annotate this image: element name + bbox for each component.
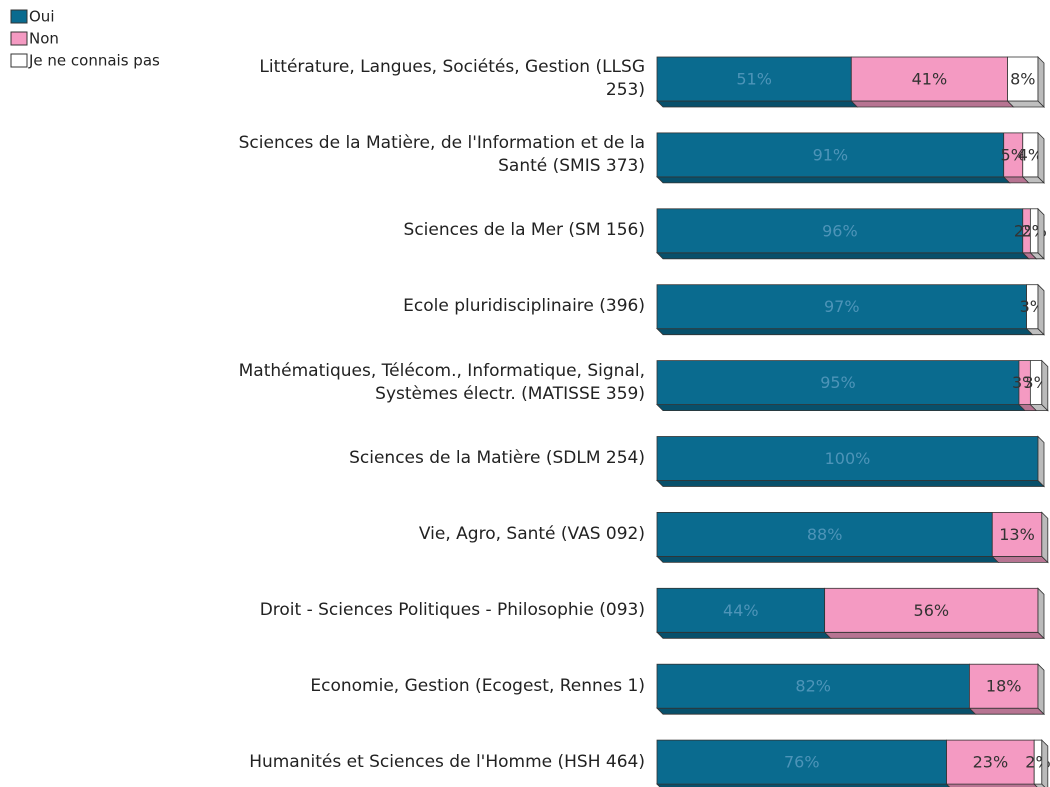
legend-label: Je ne connais pas	[28, 52, 160, 70]
value-label: 13%	[999, 525, 1035, 544]
bar-side	[1037, 56, 1045, 108]
value-label: 56%	[914, 601, 950, 620]
category-label: Economie, Gestion (Ecogest, Rennes 1)	[310, 675, 645, 696]
category-label: Humanités et Sciences de l'Homme (HSH 46…	[249, 751, 645, 772]
bar-depth	[656, 328, 1034, 336]
category-label: Vie, Agro, Santé (VAS 092)	[418, 523, 645, 544]
value-label: 76%	[784, 753, 820, 772]
bar-segment	[656, 284, 1027, 330]
bar-depth	[656, 480, 1045, 487]
value-label: 82%	[795, 677, 831, 696]
bar-depth	[656, 707, 977, 715]
bar-side	[1037, 207, 1045, 260]
value-label: 96%	[822, 221, 858, 240]
legend-swatch	[10, 9, 28, 24]
bar-side	[1037, 663, 1045, 716]
bar-segment	[656, 512, 993, 557]
value-label: 97%	[824, 297, 860, 316]
value-label: 8%	[1010, 70, 1035, 89]
bar-segment	[991, 512, 1043, 557]
legend-swatch	[10, 53, 28, 68]
bar-segment	[656, 56, 852, 102]
bar-depth	[656, 252, 1030, 260]
bar-side	[1037, 587, 1045, 640]
legend-swatch	[10, 31, 28, 46]
bar-segment	[656, 208, 1024, 254]
bar-segment	[656, 360, 1020, 406]
value-label: 23%	[973, 753, 1009, 772]
category-label: Littérature, Langues, Sociétés, Gestion …	[259, 57, 645, 100]
category-label: Sciences de la Matière, de l'Information…	[238, 132, 645, 176]
bar-side	[1041, 359, 1049, 412]
legend-label: Non	[29, 30, 59, 48]
bar-segment	[656, 739, 947, 785]
value-label: 95%	[820, 373, 856, 392]
bar-depth	[823, 631, 1045, 639]
bar-depth	[656, 100, 859, 108]
value-label: 41%	[912, 70, 948, 89]
bar-depth	[656, 404, 1026, 412]
bar-side	[1037, 283, 1045, 336]
bar-segment	[656, 132, 1005, 178]
bar-side	[1041, 511, 1049, 564]
value-label: 88%	[807, 525, 843, 544]
legend-label: Oui	[29, 8, 54, 26]
value-label: 91%	[813, 145, 849, 164]
bar-segment	[1007, 56, 1039, 102]
bar-depth	[850, 100, 1015, 108]
bar-depth	[656, 631, 832, 639]
value-label: 4%	[1018, 145, 1043, 164]
category-label: Sciences de la Mer (SM 156)	[403, 220, 645, 241]
category-label: Droit - Sciences Politiques - Philosophi…	[259, 599, 645, 620]
bar-segment	[656, 436, 1039, 481]
value-label: 18%	[986, 677, 1022, 696]
category-label: Mathématiques, Télécom., Informatique, S…	[238, 360, 645, 404]
value-label: 5%	[1001, 145, 1026, 164]
bar-side	[1037, 131, 1045, 184]
category-label: Ecole pluridisciplinaire (396)	[403, 296, 645, 317]
bar-depth	[656, 556, 1000, 563]
bar-depth	[991, 556, 1049, 563]
bar-segment	[969, 663, 1039, 709]
bar-depth	[968, 707, 1045, 715]
value-label: 51%	[736, 70, 772, 89]
category-label: Sciences de la Matière (SDLM 254)	[349, 448, 645, 468]
bar-side	[1041, 739, 1049, 787]
value-label: 100%	[825, 449, 871, 468]
bar-depth	[656, 176, 1011, 184]
bar-segment	[656, 587, 826, 633]
bar-segment	[656, 663, 970, 709]
bar-side	[1037, 435, 1045, 488]
value-label: 44%	[723, 601, 759, 620]
